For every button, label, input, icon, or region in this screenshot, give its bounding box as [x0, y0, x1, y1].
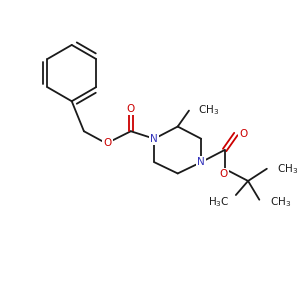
Text: O: O — [239, 129, 248, 139]
Text: CH$_3$: CH$_3$ — [277, 162, 298, 176]
Text: O: O — [220, 169, 228, 179]
Text: N: N — [150, 134, 158, 144]
Text: N: N — [197, 157, 205, 167]
Text: H$_3$C: H$_3$C — [208, 196, 229, 209]
Text: O: O — [103, 138, 112, 148]
Text: CH$_3$: CH$_3$ — [198, 103, 220, 117]
Text: CH$_3$: CH$_3$ — [270, 196, 291, 209]
Text: O: O — [127, 104, 135, 114]
